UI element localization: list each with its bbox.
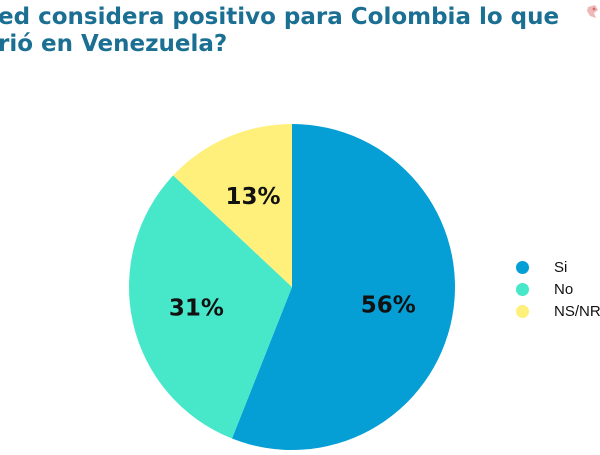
pie-slice-labels: 56% 31% 13% xyxy=(169,184,416,321)
legend-label-si: Si xyxy=(554,259,568,276)
pie-label-no: 31% xyxy=(169,295,224,321)
legend-swatch-si xyxy=(516,261,529,274)
pie-slice-nsnr xyxy=(173,124,292,287)
logo-icon xyxy=(587,5,598,18)
chart-title: ed considera positivo para Colombia lo q… xyxy=(0,4,559,58)
chart-title-line-1: ed considera positivo para Colombia lo q… xyxy=(0,4,560,30)
chart-title-line-2: rió en Venezuela? xyxy=(0,31,228,57)
pie-label-si: 56% xyxy=(361,292,416,318)
legend-item-nsnr: NS/NR xyxy=(516,301,600,323)
legend-item-no: No xyxy=(516,279,600,301)
pie-slice-no xyxy=(128,175,292,439)
legend-label-no: No xyxy=(554,281,574,298)
pie-slices xyxy=(128,124,455,450)
legend: Si No NS/NR xyxy=(516,257,600,323)
legend-item-si: Si xyxy=(516,257,600,279)
legend-swatch-nsnr xyxy=(516,305,529,318)
pie-slice-si xyxy=(231,124,455,450)
legend-swatch-no xyxy=(516,283,529,296)
pie-label-nsnr: 13% xyxy=(226,184,281,210)
legend-label-nsnr: NS/NR xyxy=(554,303,600,320)
